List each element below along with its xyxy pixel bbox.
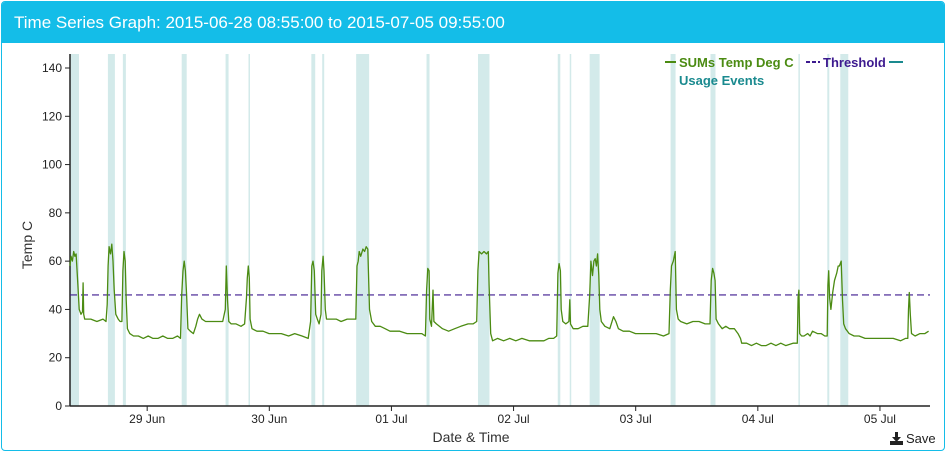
x-ticks: 29 Jun 30 Jun 01 Jul 02 Jul 03 Jul 04 Jul 05 J… <box>129 406 896 426</box>
y-ticks: 0 20 40 60 80 100 120 140 <box>42 61 70 413</box>
usage-event-band-2 <box>122 54 126 406</box>
usage-event-band-11 <box>557 54 561 406</box>
usage-event-band-0 <box>70 54 79 406</box>
y-tick-label-40: 40 <box>49 302 63 316</box>
y-tick-label-80: 80 <box>49 206 63 220</box>
legend-label-usage[interactable]: Usage Events <box>679 73 764 88</box>
y-tick-label-140: 140 <box>42 61 62 75</box>
y-tick-label-120: 120 <box>42 109 62 123</box>
y-tick-label-60: 60 <box>49 254 63 268</box>
x-tick-label-4: 03 Jul <box>620 412 652 426</box>
chart-title: Time Series Graph: 2015-06-28 08:55:00 t… <box>14 13 505 32</box>
axes-layer <box>69 54 930 407</box>
x-tick-label-5: 04 Jul <box>742 412 774 426</box>
x-axis-title: Date & Time <box>432 429 509 445</box>
y-tick-label-100: 100 <box>42 158 62 172</box>
usage-event-band-12 <box>569 54 572 406</box>
usage-event-band-14 <box>670 54 676 406</box>
panel-header: Time Series Graph: 2015-06-28 08:55:00 t… <box>2 2 944 43</box>
save-button[interactable]: Save <box>890 429 936 447</box>
temp-series-line <box>69 243 929 347</box>
legend-label-threshold[interactable]: Threshold <box>823 55 886 70</box>
usage-event-band-10 <box>477 54 490 406</box>
usage-event-band-17 <box>827 54 830 406</box>
usage-event-band-18 <box>840 54 849 406</box>
usage-event-band-13 <box>589 54 600 406</box>
usage-event-band-8 <box>356 54 370 406</box>
download-icon <box>890 431 903 445</box>
usage-event-band-4 <box>225 54 229 406</box>
y-tick-label-20: 20 <box>49 351 63 365</box>
usage-event-band-1 <box>107 54 115 406</box>
legend[interactable]: SUMs Temp Deg C Threshold Usage Events <box>665 55 903 88</box>
usage-event-band-5 <box>248 54 251 406</box>
x-tick-label-1: 30 Jun <box>251 412 287 426</box>
usage-event-band-16 <box>798 54 800 406</box>
usage-event-band-3 <box>181 54 187 406</box>
usage-events-layer <box>70 54 849 406</box>
usage-event-band-15 <box>710 54 716 406</box>
x-tick-label-3: 02 Jul <box>498 412 530 426</box>
usage-event-band-9 <box>426 54 430 406</box>
save-label: Save <box>906 430 936 446</box>
x-tick-label-0: 29 Jun <box>129 412 165 426</box>
y-axis-title: Temp C <box>19 221 35 269</box>
x-tick-label-2: 01 Jul <box>375 412 407 426</box>
usage-event-band-6 <box>311 54 316 406</box>
y-tick-label-0: 0 <box>55 399 62 413</box>
x-tick-label-6: 05 Jul <box>864 412 896 426</box>
legend-label-temp[interactable]: SUMs Temp Deg C <box>679 55 794 70</box>
usage-event-band-7 <box>322 54 325 406</box>
